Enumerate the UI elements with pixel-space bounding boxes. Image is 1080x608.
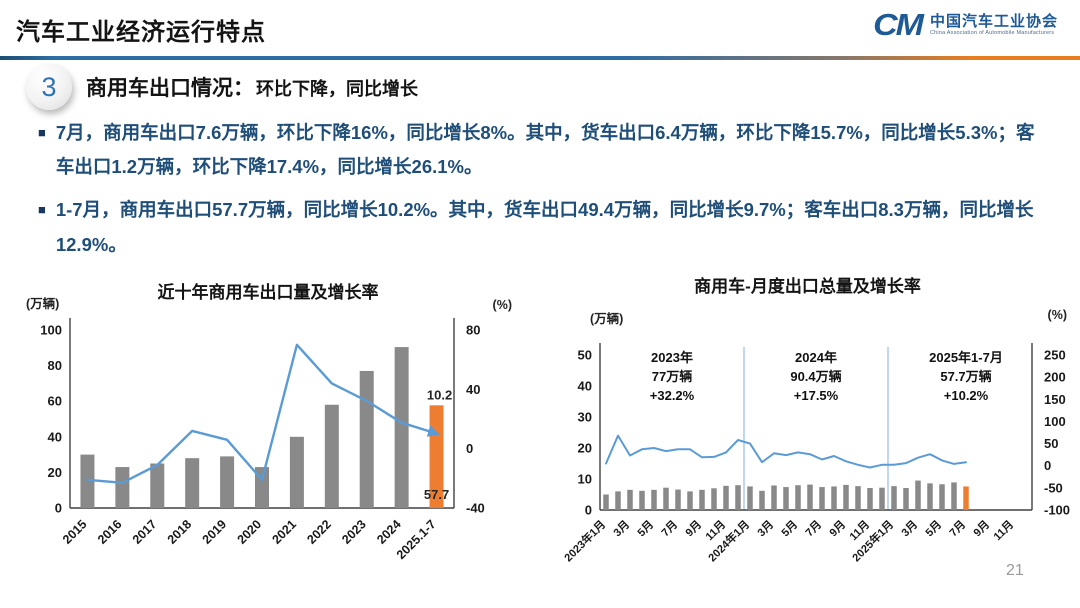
bullet-square-icon: ■ xyxy=(38,202,46,218)
svg-text:20: 20 xyxy=(48,465,62,480)
chart-title: 商用车-月度出口总量及增长率 xyxy=(694,277,921,296)
svg-text:40: 40 xyxy=(466,382,480,397)
bullet-text: 7月，商用车出口7.6万辆，环比下降16%，同比增长8%。其中，货车出口6.4万… xyxy=(55,122,1035,178)
svg-text:2015: 2015 xyxy=(60,517,90,547)
right-axis-unit: (%) xyxy=(492,298,512,312)
svg-text:3月: 3月 xyxy=(611,518,632,539)
section-headline: 3 商用车出口情况： 环比下降，同比增长 xyxy=(26,64,418,110)
org-logo-text: 中国汽车工业协会 China Association of Automobile… xyxy=(930,13,1058,37)
bullet-item: ■ 1-7月，商用车出口57.7万辆，同比增长10.2%。其中，货车出口49.4… xyxy=(38,193,1048,261)
svg-text:2023: 2023 xyxy=(339,517,369,547)
svg-text:9月: 9月 xyxy=(683,518,704,539)
section-title: 商用车出口情况： 环比下降，同比增长 xyxy=(86,72,418,102)
svg-text:3月: 3月 xyxy=(755,518,776,539)
monthly-export-plot: 0 10 20 30 40 50 -100 -50 0 50 100 150 200 250 2023年 77… xyxy=(561,343,1070,564)
svg-text:-100: -100 xyxy=(1044,503,1070,518)
svg-text:9月: 9月 xyxy=(971,518,992,539)
section-title-main: 商用车出口情况： xyxy=(86,77,254,100)
ten-year-export-chart: 近十年商用车出口量及增长率 (万辆) (%) 0 20 40 60 80 100 -40 0 4… xyxy=(8,276,528,592)
svg-text:100: 100 xyxy=(1044,414,1066,429)
svg-text:+32.2%: +32.2% xyxy=(650,388,695,403)
svg-text:2021: 2021 xyxy=(269,517,299,547)
svg-text:50: 50 xyxy=(1044,436,1058,451)
svg-text:20: 20 xyxy=(578,441,592,456)
svg-text:57.7万辆: 57.7万辆 xyxy=(940,369,991,384)
section-title-sub: 环比下降，同比增长 xyxy=(256,79,418,99)
svg-text:7月: 7月 xyxy=(947,518,968,539)
svg-text:2018: 2018 xyxy=(165,517,195,547)
page-title: 汽车工业经济运行特点 xyxy=(16,19,266,46)
svg-text:2022: 2022 xyxy=(304,517,334,547)
chart-title: 近十年商用车出口量及增长率 xyxy=(157,283,379,302)
svg-text:10.2: 10.2 xyxy=(427,387,452,402)
svg-text:2020: 2020 xyxy=(235,517,265,547)
svg-text:2024: 2024 xyxy=(374,517,404,547)
svg-text:40: 40 xyxy=(578,379,592,394)
svg-text:90.4万辆: 90.4万辆 xyxy=(790,369,841,384)
svg-text:3月: 3月 xyxy=(899,518,920,539)
svg-text:77万辆: 77万辆 xyxy=(652,369,692,384)
svg-text:2016: 2016 xyxy=(95,517,125,547)
svg-text:2019: 2019 xyxy=(200,517,230,547)
svg-text:40: 40 xyxy=(48,429,62,444)
bullet-list: ■ 7月，商用车出口7.6万辆，环比下降16%，同比增长8%。其中，货车出口6.… xyxy=(38,116,1048,271)
right-axis-unit: (%) xyxy=(1047,308,1067,322)
svg-text:9月: 9月 xyxy=(827,518,848,539)
svg-text:2025年1-7月: 2025年1-7月 xyxy=(929,350,1003,365)
svg-text:0: 0 xyxy=(466,441,473,456)
svg-text:2024年: 2024年 xyxy=(795,350,837,365)
svg-text:2025.1-7: 2025.1-7 xyxy=(394,517,439,562)
svg-text:0: 0 xyxy=(1044,458,1051,473)
svg-text:11月: 11月 xyxy=(991,518,1016,543)
svg-text:2023年1月: 2023年1月 xyxy=(561,517,608,564)
svg-text:+17.5%: +17.5% xyxy=(794,388,839,403)
org-name-cn: 中国汽车工业协会 xyxy=(929,13,1058,31)
ten-year-export-plot: 0 20 40 60 80 100 -40 0 40 80 57.7 10.2 2015 2016 2017… xyxy=(40,318,485,562)
svg-text:100: 100 xyxy=(40,323,62,338)
svg-text:7月: 7月 xyxy=(659,518,680,539)
svg-text:57.7: 57.7 xyxy=(424,487,449,502)
org-logo: CM 中国汽车工业协会 China Association of Automob… xyxy=(873,8,1058,42)
svg-text:2017: 2017 xyxy=(130,517,160,547)
svg-text:80: 80 xyxy=(466,323,480,338)
svg-text:5月: 5月 xyxy=(635,518,656,539)
svg-text:60: 60 xyxy=(48,394,62,409)
svg-text:80: 80 xyxy=(48,358,62,373)
svg-text:250: 250 xyxy=(1044,348,1066,363)
left-axis-unit: (万辆) xyxy=(26,297,60,311)
section-number-badge: 3 xyxy=(26,64,72,110)
bullet-text: 1-7月，商用车出口57.7万辆，同比增长10.2%。其中，货车出口49.4万辆… xyxy=(55,199,1034,255)
svg-text:0: 0 xyxy=(585,503,592,518)
svg-text:200: 200 xyxy=(1044,370,1066,385)
org-name-en: China Association of Automobile Manufact… xyxy=(929,30,1055,37)
svg-text:0: 0 xyxy=(55,501,62,516)
svg-text:5月: 5月 xyxy=(923,518,944,539)
svg-text:+10.2%: +10.2% xyxy=(944,388,989,403)
page-number: 21 xyxy=(1006,562,1024,579)
left-axis-unit: (万辆) xyxy=(590,312,624,326)
svg-text:2023年: 2023年 xyxy=(651,350,693,365)
svg-text:-50: -50 xyxy=(1044,480,1063,495)
svg-text:5月: 5月 xyxy=(779,518,800,539)
svg-text:150: 150 xyxy=(1044,392,1066,407)
svg-text:30: 30 xyxy=(578,410,592,425)
svg-text:10: 10 xyxy=(578,472,592,487)
svg-text:7月: 7月 xyxy=(803,518,824,539)
bullet-item: ■ 7月，商用车出口7.6万辆，环比下降16%，同比增长8%。其中，货车出口6.… xyxy=(38,116,1048,184)
monthly-export-chart: 商用车-月度出口总量及增长率 (万辆) (%) 0 10 20 30 40 50 -100 -… xyxy=(540,270,1075,602)
svg-text:50: 50 xyxy=(578,348,592,363)
svg-text:-40: -40 xyxy=(466,501,485,516)
cam-monogram-icon: CM xyxy=(873,7,924,43)
header-divider xyxy=(0,56,1080,60)
bullet-square-icon: ■ xyxy=(38,125,46,140)
